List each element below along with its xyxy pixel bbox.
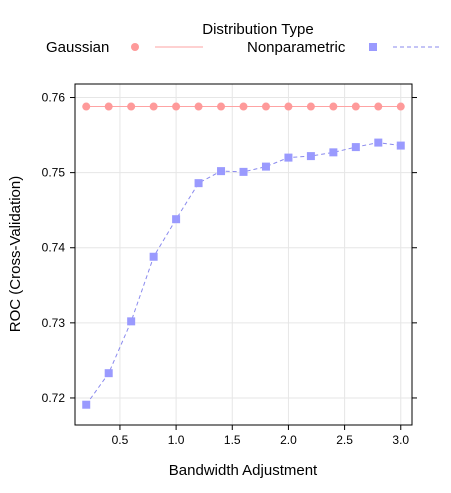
series-layer bbox=[82, 102, 405, 409]
x-tick-label-3: 2.0 bbox=[280, 433, 297, 447]
point-gaussian-0 bbox=[82, 102, 91, 111]
y-tick-label-1: 0.73 bbox=[42, 316, 66, 330]
point-nonparametric-13 bbox=[374, 138, 383, 147]
x-tick-label-4: 2.5 bbox=[336, 433, 353, 447]
point-nonparametric-10 bbox=[306, 152, 315, 161]
point-gaussian-9 bbox=[284, 102, 293, 111]
x-tick-label-1: 1.0 bbox=[168, 433, 185, 447]
point-nonparametric-11 bbox=[329, 148, 338, 157]
point-nonparametric-0 bbox=[82, 400, 91, 409]
point-nonparametric-8 bbox=[261, 162, 270, 171]
y-axis-title: ROC (Cross-Validation) bbox=[7, 176, 24, 332]
point-gaussian-11 bbox=[329, 102, 338, 111]
y-tick-label-4: 0.76 bbox=[42, 91, 66, 105]
grid bbox=[75, 84, 412, 425]
point-nonparametric-6 bbox=[217, 167, 226, 176]
x-tick-label-2: 1.5 bbox=[224, 433, 241, 447]
point-gaussian-8 bbox=[261, 102, 270, 111]
point-gaussian-2 bbox=[127, 102, 136, 111]
legend-label-gaussian: Gaussian bbox=[46, 39, 109, 56]
legend-label-nonparametric: Nonparametric bbox=[247, 39, 346, 56]
point-gaussian-7 bbox=[239, 102, 248, 111]
point-gaussian-3 bbox=[149, 102, 158, 111]
point-gaussian-5 bbox=[194, 102, 203, 111]
x-tick-label-0: 0.5 bbox=[112, 433, 129, 447]
point-nonparametric-5 bbox=[194, 179, 203, 188]
y-tick-label-2: 0.74 bbox=[42, 241, 66, 255]
point-gaussian-6 bbox=[217, 102, 226, 111]
point-nonparametric-7 bbox=[239, 167, 248, 176]
point-nonparametric-12 bbox=[351, 143, 360, 152]
point-gaussian-14 bbox=[396, 102, 405, 111]
legend-marker-nonparametric bbox=[369, 43, 377, 51]
point-gaussian-4 bbox=[172, 102, 181, 111]
y-axis: 0.72 0.73 0.74 0.75 0.76 bbox=[42, 91, 417, 405]
point-nonparametric-2 bbox=[127, 317, 136, 326]
y-tick-label-0: 0.72 bbox=[42, 391, 66, 405]
x-axis-title: Bandwidth Adjustment bbox=[169, 462, 318, 479]
y-tick-label-3: 0.75 bbox=[42, 166, 66, 180]
point-gaussian-1 bbox=[104, 102, 113, 111]
x-axis: 0.5 1.0 1.5 2.0 2.5 3.0 bbox=[112, 425, 409, 447]
point-gaussian-10 bbox=[306, 102, 315, 111]
point-nonparametric-14 bbox=[396, 141, 405, 150]
legend-title: Distribution Type bbox=[202, 21, 313, 38]
series-line-nonparametric bbox=[85, 142, 401, 405]
point-gaussian-12 bbox=[351, 102, 360, 111]
point-gaussian-13 bbox=[374, 102, 383, 111]
x-tick-label-5: 3.0 bbox=[392, 433, 409, 447]
point-nonparametric-9 bbox=[284, 153, 293, 162]
plot-frame bbox=[74, 83, 413, 426]
point-nonparametric-3 bbox=[149, 252, 158, 261]
point-nonparametric-1 bbox=[104, 369, 113, 378]
legend-marker-gaussian bbox=[131, 43, 139, 51]
point-nonparametric-4 bbox=[172, 215, 181, 224]
legend: Distribution Type Gaussian Nonparametric bbox=[46, 21, 441, 56]
